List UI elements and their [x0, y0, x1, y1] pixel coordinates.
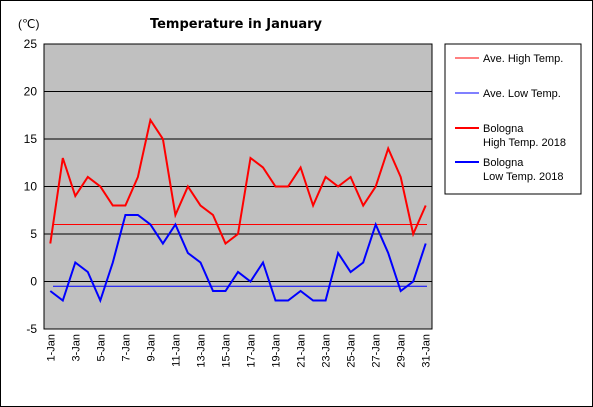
x-tick-label: 15-Jan	[220, 334, 232, 368]
y-tick-label: 15	[24, 132, 38, 146]
x-tick-label: 1-Jan	[45, 334, 57, 362]
x-tick-label: 29-Jan	[396, 334, 408, 368]
x-tick-label: 17-Jan	[246, 334, 258, 368]
legend-label: Low Temp. 2018	[483, 171, 564, 183]
x-tick-label: 3-Jan	[70, 334, 82, 362]
x-tick-label: 27-Jan	[371, 334, 383, 368]
y-axis-ticks: 25 20 15 10 5 0 -5	[24, 37, 38, 336]
legend: Ave. High Temp. Ave. Low Temp. Bologna High…	[455, 53, 566, 183]
series-line-2	[49, 117, 427, 246]
x-tick-label: 11-Jan	[170, 334, 182, 367]
x-tick-label: 21-Jan	[296, 334, 308, 368]
y-tick-label: 25	[24, 37, 38, 51]
y-tick-label: 20	[24, 85, 38, 99]
x-tick-label: 25-Jan	[346, 334, 358, 368]
y-tick-label: 0	[30, 275, 37, 289]
legend-box	[444, 43, 582, 195]
x-tick-label: 13-Jan	[195, 334, 207, 368]
x-tick-label: 19-Jan	[271, 334, 283, 368]
legend-label: Ave. High Temp.	[483, 53, 563, 65]
chart-title: Temperature in January	[150, 17, 323, 32]
x-tick-label: 9-Jan	[145, 334, 157, 362]
y-tick-label: 10	[24, 180, 38, 194]
legend-label: Bologna	[483, 123, 524, 135]
x-tick-label: 31-Jan	[421, 334, 433, 368]
gridlines	[44, 91, 432, 282]
y-axis-unit: (℃)	[18, 17, 39, 31]
legend-label: High Temp. 2018	[483, 137, 566, 149]
series-line-3	[49, 214, 427, 304]
y-tick-label: -5	[26, 322, 37, 336]
y-tick-label: 5	[30, 227, 37, 241]
x-tick-label: 7-Jan	[120, 334, 132, 362]
x-axis-ticks: 1-Jan 3-Jan 5-Jan 7-Jan 9-Jan 11-Jan 13-Jan 15-…	[45, 334, 432, 368]
series-lines	[49, 117, 427, 304]
legend-label: Bologna	[483, 157, 524, 169]
x-tick-label: 5-Jan	[95, 334, 107, 362]
x-tick-label: 23-Jan	[321, 334, 333, 368]
legend-label: Ave. Low Temp.	[483, 88, 561, 100]
